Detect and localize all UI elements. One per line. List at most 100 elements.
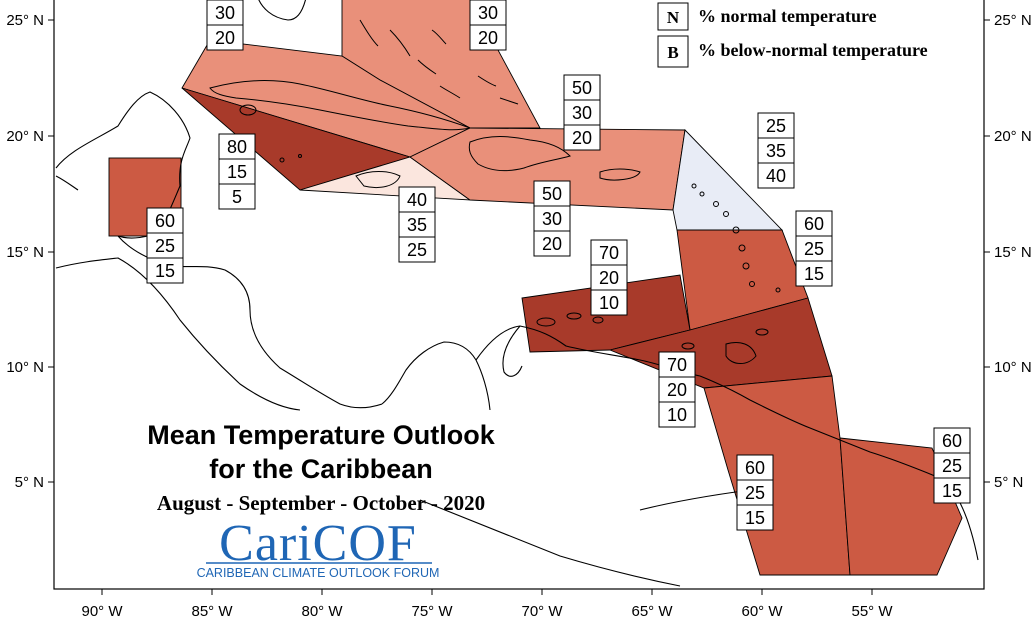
- prob-value: 20: [542, 234, 562, 254]
- map-title-line2: for the Caribbean: [209, 454, 433, 484]
- prob-cell: [590, 239, 628, 266]
- prob-cell: [795, 260, 833, 287]
- lat-label: 15° N: [6, 244, 44, 261]
- legend: N % normal temperature B % below-normal …: [657, 2, 928, 68]
- prob-box-puerto-rico: 50 30 20: [563, 74, 601, 151]
- lat-label: 20° N: [6, 128, 44, 145]
- prob-box-trinidad-tobago: 70 20 10: [658, 351, 696, 428]
- lon-label: 75° W: [411, 603, 453, 620]
- lat-label: 10° N: [994, 359, 1032, 376]
- prob-cell: [146, 257, 184, 284]
- prob-cell: [218, 183, 256, 210]
- prob-cell: [533, 180, 571, 207]
- prob-value: 15: [745, 508, 765, 528]
- logo-tagline: CARIBBEAN CLIMATE OUTLOOK FORUM: [197, 566, 440, 580]
- prob-cell: [736, 504, 774, 531]
- prob-value: 60: [155, 211, 175, 231]
- prob-value: 30: [215, 3, 235, 23]
- prob-box-suriname-guiana: 60 25 15: [933, 427, 971, 504]
- prob-cell: [563, 99, 601, 126]
- prob-cell: [590, 289, 628, 316]
- prob-box-abc-islands: 70 20 10: [590, 239, 628, 316]
- prob-cell: [398, 236, 436, 263]
- prob-box-jamaica: 40 35 25: [398, 186, 436, 263]
- legend-label-below: % below-normal temperature: [698, 40, 928, 60]
- lat-label: 20° N: [994, 128, 1032, 145]
- prob-value: 20: [572, 128, 592, 148]
- prob-cell: [736, 454, 774, 481]
- prob-value: 25: [155, 236, 175, 256]
- lon-label: 65° W: [631, 603, 673, 620]
- prob-value: 60: [804, 214, 824, 234]
- prob-value: 50: [542, 184, 562, 204]
- prob-value: 20: [478, 28, 498, 48]
- map-subtitle: August - September - October - 2020: [157, 491, 485, 515]
- caricof-logo: CariCOF CARIBBEAN CLIMATE OUTLOOK FORUM: [197, 515, 440, 580]
- prob-cell: [757, 162, 795, 189]
- prob-cell: [398, 211, 436, 238]
- prob-cell: [206, 0, 244, 26]
- lon-label: 55° W: [851, 603, 893, 620]
- prob-value: 15: [155, 261, 175, 281]
- prob-cell: [533, 230, 571, 257]
- legend-key-normal: N: [667, 8, 680, 27]
- prob-value: 30: [572, 103, 592, 123]
- prob-box-cayman-belt: 80 15 5: [218, 133, 256, 210]
- prob-cell: [933, 452, 971, 479]
- lat-label: 5° N: [994, 474, 1023, 491]
- prob-value: 70: [599, 243, 619, 263]
- prob-cell: [933, 477, 971, 504]
- latitude-labels-right: 25° N 20° N 15° N 10° N 5° N: [994, 12, 1032, 491]
- prob-value: 40: [766, 166, 786, 186]
- prob-cell: [757, 137, 795, 164]
- prob-cell: [590, 264, 628, 291]
- prob-box-leeward-islands: 25 35 40: [757, 112, 795, 189]
- prob-cell: [398, 186, 436, 213]
- probability-boxes: 5030205030208015540352550302050302025354…: [146, 0, 971, 531]
- lon-label: 60° W: [741, 603, 783, 620]
- prob-cell: [469, 0, 507, 26]
- prob-value: 40: [407, 190, 427, 210]
- prob-cell: [933, 427, 971, 454]
- islands: [209, 19, 781, 364]
- lon-label: 85° W: [191, 603, 233, 620]
- prob-box-guyana: 60 25 15: [736, 454, 774, 531]
- prob-value: 25: [745, 483, 765, 503]
- prob-value: 25: [407, 240, 427, 260]
- lon-label: 90° W: [81, 603, 123, 620]
- prob-box-belize: 60 25 15: [146, 207, 184, 284]
- prob-cell: [563, 124, 601, 151]
- lon-label: 80° W: [301, 603, 343, 620]
- latitude-labels-left: 25° N 20° N 15° N 10° N 5° N: [6, 12, 44, 491]
- prob-cell: [658, 351, 696, 378]
- prob-value: 20: [667, 380, 687, 400]
- prob-value: 5: [232, 187, 242, 207]
- prob-value: 30: [478, 3, 498, 23]
- prob-value: 25: [942, 456, 962, 476]
- prob-value: 10: [599, 293, 619, 313]
- prob-box-windward-islands: 60 25 15: [795, 210, 833, 287]
- prob-value: 50: [572, 78, 592, 98]
- lat-label: 5° N: [15, 474, 44, 491]
- prob-value: 20: [599, 268, 619, 288]
- prob-value: 25: [766, 116, 786, 136]
- prob-cell: [218, 133, 256, 160]
- prob-value: 25: [804, 239, 824, 259]
- prob-cell: [146, 232, 184, 259]
- prob-value: 60: [942, 431, 962, 451]
- prob-cell: [206, 24, 244, 51]
- prob-cell: [146, 207, 184, 234]
- prob-value: 70: [667, 355, 687, 375]
- prob-value: 15: [227, 162, 247, 182]
- prob-value: 30: [542, 209, 562, 229]
- lat-label: 10° N: [6, 359, 44, 376]
- prob-value: 35: [407, 215, 427, 235]
- prob-value: 15: [804, 264, 824, 284]
- prob-value: 35: [766, 141, 786, 161]
- prob-value: 15: [942, 481, 962, 501]
- legend-label-normal: % normal temperature: [698, 6, 877, 26]
- lat-label: 25° N: [6, 12, 44, 29]
- zone-suriname: [839, 437, 963, 576]
